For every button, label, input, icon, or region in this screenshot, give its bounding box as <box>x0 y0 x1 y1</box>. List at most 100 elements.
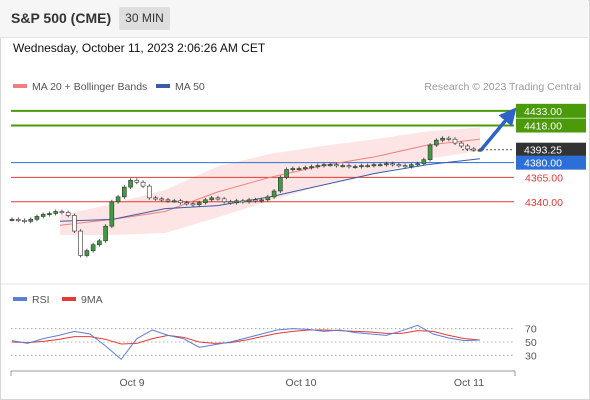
instrument-title: S&P 500 (CME) <box>11 10 112 26</box>
ma50-legend-swatch <box>156 84 170 88</box>
rsi-ma-legend-swatch <box>62 297 76 301</box>
candle-body <box>134 179 140 183</box>
candle-body <box>72 215 77 232</box>
rsi-line <box>11 324 481 361</box>
candle-body <box>97 240 102 246</box>
pivot-level-label: 4380.00 <box>524 158 562 170</box>
candle-body <box>409 164 414 167</box>
candle-body <box>196 202 202 205</box>
candle-body <box>402 165 408 168</box>
candle-body <box>228 201 233 204</box>
rsi-tick-label: 30 <box>525 350 537 362</box>
candle-body <box>290 168 296 171</box>
candle-body <box>153 197 158 200</box>
candle-body <box>128 179 133 188</box>
time-tick-label: Oct 10 <box>286 377 317 389</box>
bollinger-band <box>60 127 480 235</box>
candle-body <box>458 142 464 147</box>
candle-body <box>271 190 277 198</box>
candle-body <box>78 230 83 256</box>
candle-body <box>259 199 264 202</box>
candle-body <box>171 200 177 203</box>
ma20-legend-label: MA 20 + Bollinger Bands <box>32 81 147 93</box>
candle-body <box>384 163 389 166</box>
candle-body <box>327 164 333 167</box>
candle-body <box>159 198 165 201</box>
candle-body <box>278 177 283 192</box>
forecast-arrow <box>479 107 517 152</box>
candle-body <box>396 164 402 167</box>
candle-body <box>84 250 90 256</box>
candle-body <box>334 164 339 167</box>
candle-body <box>190 203 196 206</box>
candle-body <box>471 148 477 151</box>
candle-body <box>215 197 221 200</box>
candle-body <box>146 185 152 199</box>
candle-body <box>103 225 108 242</box>
candle-body <box>346 165 352 168</box>
pivot-level-tag <box>516 155 586 170</box>
current-level-tag <box>516 142 586 157</box>
candle-body <box>28 219 34 222</box>
candle-body <box>9 219 15 221</box>
resistance-level-label: 4418.00 <box>524 121 562 133</box>
copyright-text: Research © 2023 Trading Central <box>424 81 581 93</box>
candle-body <box>365 165 370 168</box>
rsi-tick-label: 70 <box>525 324 537 336</box>
candle-body <box>371 164 377 167</box>
candle-body <box>309 166 314 169</box>
candle-body <box>446 137 452 140</box>
candle-body <box>47 213 52 215</box>
time-axis: Oct 9 Oct 10 Oct 11 <box>10 370 516 389</box>
support-level-label: 4340.00 <box>525 197 563 209</box>
chart-header: S&P 500 (CME) 30 MIN <box>0 0 588 38</box>
candle-body <box>377 164 383 167</box>
current-level-label: 4393.25 <box>524 145 562 157</box>
candle-body <box>240 200 246 203</box>
candle-body <box>203 199 208 204</box>
candle-body <box>315 165 321 168</box>
candle-body <box>90 244 96 251</box>
candle-body <box>234 200 239 204</box>
candle-body <box>253 199 258 202</box>
candle-body <box>65 212 71 216</box>
candle-body <box>115 196 121 203</box>
candle-body <box>40 214 46 217</box>
candle-body <box>178 200 183 204</box>
candle-body <box>246 199 252 203</box>
time-tick-label: Oct 9 <box>119 377 144 389</box>
candle-body <box>296 168 302 171</box>
ma50-legend-label: MA 50 <box>175 81 205 93</box>
candle-body <box>265 196 271 201</box>
timeframe-badge[interactable]: 30 MIN <box>119 7 170 30</box>
rsi-ma-line <box>11 329 481 345</box>
candle-body <box>427 144 433 161</box>
resistance-level-tag <box>516 118 586 133</box>
candle-body <box>184 202 190 205</box>
candle-body <box>390 163 395 166</box>
candle-body <box>352 166 358 169</box>
candle-body <box>22 220 27 222</box>
candle-body <box>53 211 58 214</box>
time-tick-label: Oct 11 <box>454 377 484 389</box>
candle-body <box>34 216 40 220</box>
support-level-label: 4365.00 <box>525 172 563 184</box>
rsi-tick-label: 50 <box>525 337 537 349</box>
candle-body <box>109 201 115 227</box>
candle-body <box>221 198 227 203</box>
candle-body <box>321 164 327 167</box>
candle-body <box>359 165 364 168</box>
candle-body <box>302 167 308 170</box>
rsi-legend-swatch <box>13 297 27 301</box>
rsi-ma-legend-label: 9MA <box>81 294 103 306</box>
candle-body <box>434 139 439 146</box>
resistance-level-tag <box>516 103 586 118</box>
candle-body <box>440 137 445 141</box>
candle-body <box>209 197 214 201</box>
candle-body <box>421 159 427 164</box>
candle-body <box>140 181 146 187</box>
candle-body <box>165 199 171 202</box>
ma20-legend-swatch <box>13 84 27 88</box>
